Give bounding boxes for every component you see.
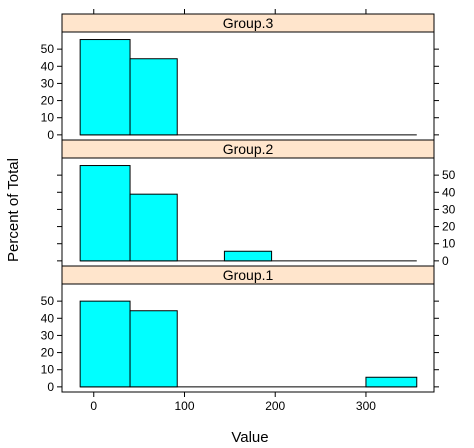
y-tick-label: 20 xyxy=(41,346,55,360)
panel-frame xyxy=(61,283,435,393)
bar xyxy=(129,58,178,136)
y-tick-label: 20 xyxy=(41,94,55,108)
bar xyxy=(129,310,178,388)
y-tick-label: 50 xyxy=(41,42,55,56)
x-tick-label: 300 xyxy=(356,399,376,413)
panel-strip-label: Group.1 xyxy=(223,267,274,283)
y-tick-label: 0 xyxy=(47,380,54,394)
y-tick-label: 20 xyxy=(442,220,456,234)
bar xyxy=(365,376,418,388)
y-axis-label: Percent of Total xyxy=(5,158,22,262)
x-axis-label: Value xyxy=(231,429,268,446)
y-tick-label: 30 xyxy=(41,328,55,342)
y-tick-label: 0 xyxy=(442,254,449,268)
x-tick-label: 0 xyxy=(90,399,97,413)
x-tick-label: 100 xyxy=(174,399,194,413)
bar xyxy=(223,250,273,262)
panel-strip-label: Group.2 xyxy=(223,141,274,157)
x-tick-label: 200 xyxy=(265,399,285,413)
bar xyxy=(129,193,178,262)
y-tick-label: 50 xyxy=(442,168,456,182)
panels-group: Group.301020304050Group.201020304050Grou… xyxy=(41,9,456,413)
y-tick-label: 0 xyxy=(47,128,54,142)
panel-strip-label: Group.3 xyxy=(223,15,274,31)
y-tick-label: 40 xyxy=(41,311,55,325)
y-tick-label: 10 xyxy=(442,237,456,251)
y-tick-label: 50 xyxy=(41,294,55,308)
bar xyxy=(79,39,131,136)
y-tick-label: 10 xyxy=(41,363,55,377)
panel-1: Group.3 0 10 20 30 40 50 xyxy=(41,13,439,142)
y-tick-label: 40 xyxy=(442,185,456,199)
panel-3: Group.1 0 10 20 30 40 50 xyxy=(41,265,439,394)
y-tick-label: 30 xyxy=(41,76,55,90)
y-tick-label: 40 xyxy=(41,59,55,73)
y-tick-label: 30 xyxy=(442,202,456,216)
panel-2: Group.2 0 10 20 30 40 50 xyxy=(57,139,456,268)
bar xyxy=(79,300,131,388)
y-tick-label: 10 xyxy=(41,111,55,125)
bar xyxy=(79,165,131,262)
